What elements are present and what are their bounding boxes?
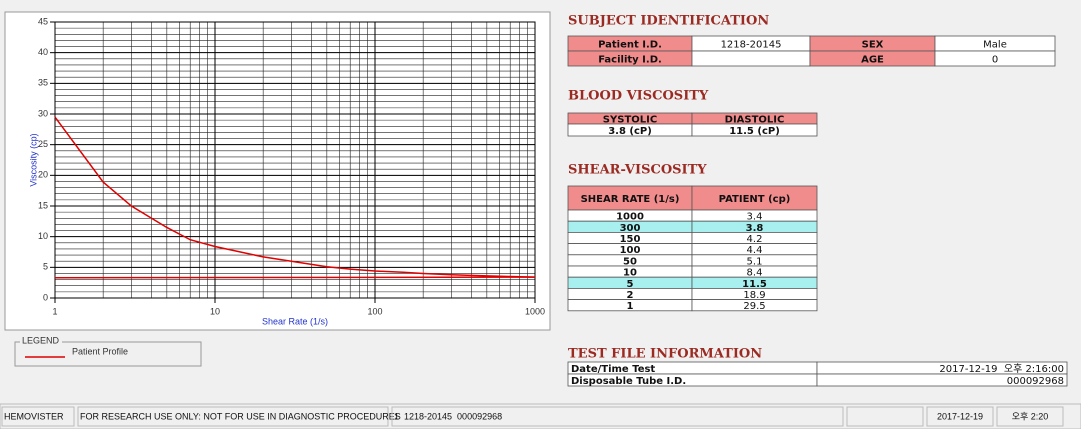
status-segment [846,406,924,427]
data-line [54,116,536,278]
status-segment [996,406,1064,427]
table-text: 300 [620,223,641,234]
table-text: DIASTOLIC [725,115,785,126]
section-title: TEST FILE INFORMATION [568,347,762,362]
table-text: 000092968 [1007,376,1064,387]
table-text: SHEAR RATE (1/s) [581,194,680,205]
plot-frame [54,21,536,299]
table-text: 2017-12-19 오후 2:16:00 [939,363,1064,375]
y-axis-label: Viscosity (cp) [28,133,38,186]
status-text: 1 1218-20145 000092968 [394,411,502,421]
table-cell [691,50,811,67]
table-text: 150 [620,234,641,245]
y-tick-label: 45 [38,16,48,26]
table-cell [691,123,818,137]
y-tick-label: 30 [38,108,48,118]
table-text: Disposable Tube I.D. [571,376,686,387]
table-text: 3.8 (cP) [608,126,652,137]
legend-title-bg [20,336,62,346]
table-text: 2 [627,290,634,301]
status-segment [391,406,844,427]
legend-box [14,341,202,367]
table-text: 50 [623,256,637,267]
table-cell [934,50,1056,67]
table-text: 5.1 [747,256,763,267]
table-text: 0 [992,55,998,66]
table-text: 8.4 [747,268,763,279]
table-text: 29.5 [743,301,765,312]
y-tick-label: 10 [38,231,48,241]
y-tick-label: 35 [38,78,48,88]
legend-entry: Patient Profile [72,346,128,356]
status-text: 2017-12-19 [937,411,983,421]
y-tick-label: 25 [38,139,48,149]
status-bar [0,403,1081,429]
status-text: HEMOVISTER [4,411,64,421]
y-tick-label: 0 [43,292,48,302]
status-text: FOR RESEARCH USE ONLY: NOT FOR USE IN DI… [80,411,401,421]
x-tick-label: 1000 [525,306,545,316]
table-text: 11.5 (cP) [729,126,780,137]
y-tick-label: 5 [43,262,48,272]
y-tick-label: 15 [38,200,48,210]
status-text: 오후 2:20 [1012,411,1049,421]
table-text: Date/Time Test [571,364,655,375]
section-title: SHEAR-VISCOSITY [568,163,707,178]
table-text: 1000 [616,212,644,223]
table-text: 100 [620,245,641,256]
y-tick-label: 40 [38,47,48,57]
x-tick-label: 1 [52,306,57,316]
x-tick-label: 10 [210,306,220,316]
data-line [54,276,536,279]
table-text: 11.5 [742,279,767,290]
table-text: 1218-20145 [721,40,782,51]
table-text: Male [983,40,1007,51]
table-cell [691,299,818,312]
table-text: 18.9 [743,290,765,301]
section-title: BLOOD VISCOSITY [568,89,709,104]
status-segment [77,406,389,427]
table-text: Facility I.D. [598,55,662,66]
table-text: SYSTOLIC [603,115,657,126]
table-text: PATIENT (cp) [719,194,791,205]
status-segment [1,406,75,427]
chart-panel [4,11,551,331]
table-text: 5 [627,279,634,290]
table-text: Patient I.D. [598,40,662,51]
table-text: 3.4 [747,212,763,223]
x-tick-label: 100 [367,306,382,316]
section-title: SUBJECT IDENTIFICATION [568,14,769,29]
table-text: 1 [627,301,634,312]
table-text: 3.8 [746,223,764,234]
y-tick-label: 20 [38,170,48,180]
table-text: AGE [861,55,884,66]
table-text: 10 [623,268,637,279]
x-axis-label: Shear Rate (1/s) [262,316,328,326]
legend-title: LEGEND [22,335,60,345]
table-cell [816,373,1068,387]
table-text: 4.4 [747,245,763,256]
table-text: SEX [862,40,884,51]
table-text: 4.2 [747,234,763,245]
status-segment [926,406,994,427]
